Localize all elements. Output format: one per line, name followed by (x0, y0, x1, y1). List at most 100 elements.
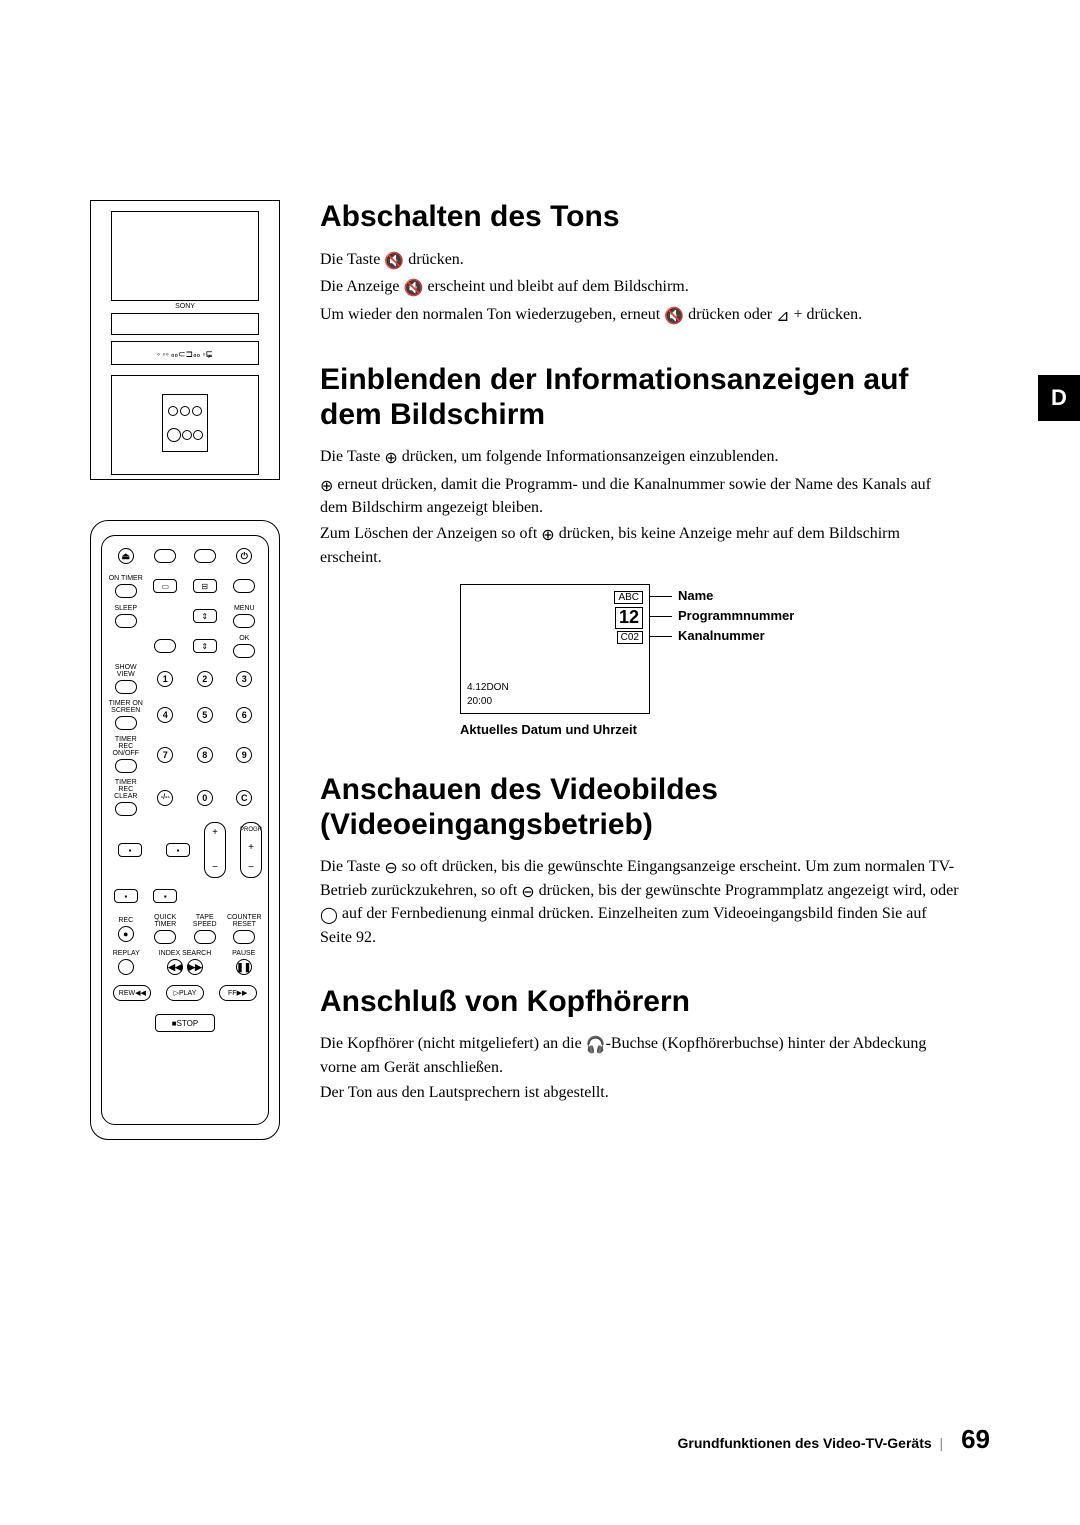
index-search-label: INDEX SEARCH (159, 950, 212, 957)
next-icon: ▶▶ (187, 959, 203, 975)
heading-video: Anschauen des Videobildes (Videoeingangs… (320, 773, 960, 842)
prev-icon: ◀◀ (167, 959, 183, 975)
power-icon: ⏻ (236, 548, 252, 564)
ok-label: OK (239, 635, 249, 642)
tv-icon-row: ◦ ◦◦ ៰៰⊂⊐៰៰ ◦⋤ (111, 341, 259, 365)
tv-button (167, 428, 181, 442)
tv-button (180, 406, 190, 416)
body-text: Um wieder den normalen Ton wiederzugeben… (320, 304, 960, 328)
osd-label-chan: Kanalnummer (678, 628, 765, 643)
showview-label: SHOW VIEW (108, 664, 144, 678)
remote-diagram: ⏏ ⏻ ON TIMER ▭ ⊟ SLEEP ⇕ MENU (90, 520, 280, 1140)
display-button (194, 549, 216, 563)
footer: Grundfunktionen des Video-TV-Geräts | 69 (678, 1424, 990, 1455)
num-c: C (236, 790, 252, 806)
connector-line (650, 596, 672, 597)
remote-button (154, 930, 176, 944)
rec-label: REC (118, 917, 133, 924)
remote-button (154, 639, 176, 653)
content-column: Abschalten des Tons Die Taste 🔇 drücken.… (320, 200, 990, 1140)
section-phones: Anschluß von Kopfhörern Die Kopfhörer (n… (320, 985, 960, 1104)
progr-label: PROGR (240, 827, 262, 833)
num-9: 9 (236, 747, 252, 763)
mute-button (154, 549, 176, 563)
remote-button: ⇕ (193, 609, 217, 623)
input-icon: ⊖ (384, 858, 397, 880)
remote-button: ⇕ (193, 639, 217, 653)
body-text: Der Ton aus den Lautsprechern ist abgest… (320, 1082, 960, 1104)
tv-button (192, 406, 202, 416)
replay-label: REPLAY (113, 950, 140, 957)
osd-prog-badge: 12 (615, 607, 643, 629)
remote-button: ▭ (153, 579, 177, 593)
num-7: 7 (157, 747, 173, 763)
heading-osd: Einblenden der Informationsanzeigen auf … (320, 363, 960, 432)
footer-title: Grundfunktionen des Video-TV-Geräts (678, 1435, 932, 1451)
volume-icon: ⊿ (776, 306, 789, 328)
remote-button (233, 644, 255, 658)
osd-caption: Aktuelles Datum und Uhrzeit (460, 722, 880, 737)
body-text: Die Anzeige 🔇 erscheint und bleibt auf d… (320, 276, 960, 300)
timer-rec-onoff-label: TIMER REC ON/OFF (108, 736, 144, 757)
num-0: 0 (197, 790, 213, 806)
remote-button (233, 579, 255, 593)
remote-button: ▪ (114, 889, 138, 903)
pause-button: ❚❚ (236, 959, 252, 975)
input-icon: ⊖ (521, 882, 534, 904)
remote-button (115, 584, 137, 598)
volume-rocker: +− (204, 822, 226, 878)
ff-button: FF ▶▶ (219, 985, 257, 1001)
osd-screen: ABC 12 C02 4.12DON 20:00 (460, 584, 650, 714)
connector-line (650, 636, 672, 637)
remote-button (194, 930, 216, 944)
body-text: Zum Löschen der Anzeigen so oft ⊕ drücke… (320, 523, 960, 568)
tv-diagram: SONY ◦ ◦◦ ៰៰⊂⊐៰៰ ◦⋤ (90, 200, 280, 480)
body-text: Die Taste ⊕ drücken, um folgende Informa… (320, 446, 960, 470)
heading-mute: Abschalten des Tons (320, 200, 960, 235)
mute-icon: 🔇 (404, 278, 424, 300)
remote-button: ⊟ (193, 579, 217, 593)
remote-button: ▪ (166, 843, 190, 857)
tv-base (111, 375, 259, 475)
on-timer-label: ON TIMER (109, 575, 143, 582)
remote-button (115, 716, 137, 730)
remote-button (115, 759, 137, 773)
side-tab: D (1038, 375, 1080, 421)
tv-control-panel (162, 394, 208, 452)
mute-icon: 🔇 (664, 306, 684, 328)
replay-button (118, 959, 134, 975)
osd-diagram: ABC 12 C02 4.12DON 20:00 Name Programmnu… (460, 584, 880, 737)
num-dash: -/-- (157, 790, 173, 806)
stop-button: ■ STOP (155, 1014, 215, 1032)
progr-rocker: PROGR+− (240, 822, 262, 878)
osd-label-prog: Programmnummer (678, 608, 794, 623)
body-text: Die Taste ⊖ so oft drücken, bis die gewü… (320, 856, 960, 948)
remote-button (115, 680, 137, 694)
left-column: SONY ◦ ◦◦ ៰៰⊂⊐៰៰ ◦⋤ (90, 200, 290, 1140)
menu-label: MENU (234, 605, 255, 612)
remote-button (233, 930, 255, 944)
remote-button: ▪ (118, 843, 142, 857)
osd-label-name: Name (678, 588, 713, 603)
connector-line (650, 616, 672, 617)
rec-button: ● (118, 926, 134, 942)
sleep-label: SLEEP (114, 605, 137, 612)
eject-icon: ⏏ (118, 548, 134, 564)
num-4: 4 (157, 707, 173, 723)
tape-speed-label: TAPE SPEED (187, 914, 223, 928)
body-text: Die Taste 🔇 drücken. (320, 249, 960, 273)
tv-icon: ◯ (320, 905, 338, 927)
tv-screen (111, 211, 259, 301)
timer-rec-clear-label: TIMER REC CLEAR (108, 779, 144, 800)
num-2: 2 (197, 671, 213, 687)
timer-onscreen-label: TIMER ON SCREEN (108, 700, 144, 714)
remote-button (233, 614, 255, 628)
num-5: 5 (197, 707, 213, 723)
section-osd: Einblenden der Informationsanzeigen auf … (320, 363, 960, 737)
osd-date: 4.12DON (467, 682, 509, 693)
num-1: 1 (157, 671, 173, 687)
tv-button (193, 430, 203, 440)
body-text: ⊕ erneut drücken, damit die Programm- un… (320, 474, 960, 519)
osd-chan-badge: C02 (617, 631, 643, 644)
body-text: Die Kopfhörer (nicht mitgeliefert) an di… (320, 1033, 960, 1078)
